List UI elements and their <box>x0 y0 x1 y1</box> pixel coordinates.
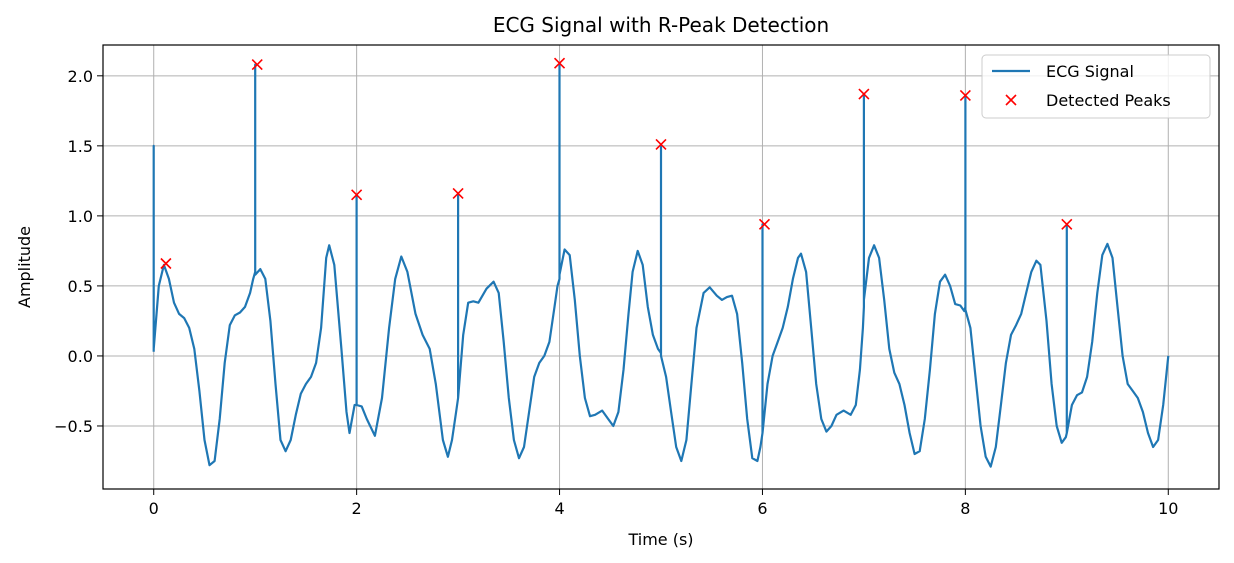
chart-title: ECG Signal with R-Peak Detection <box>493 13 829 37</box>
legend-box <box>981 54 1211 119</box>
x-tick-label: 2 <box>352 499 362 518</box>
peak-marker <box>553 57 566 69</box>
legend: ECG Signal Detected Peaks <box>981 54 1211 119</box>
legend-label-detected-peaks: Detected Peaks <box>1046 91 1171 110</box>
plot-frame <box>102 44 1220 490</box>
y-tick-label: 2.0 <box>68 67 93 86</box>
peak-marker <box>452 187 464 200</box>
peak-marker <box>251 59 263 71</box>
x-tick-label: 6 <box>757 499 767 518</box>
x-axis-title: Time (s) <box>627 530 693 549</box>
detected-peaks-series <box>160 57 1073 270</box>
peak-marker <box>959 89 971 101</box>
peak-marker <box>351 189 363 201</box>
y-axis-ticks: −0.5 0.0 0.5 1.0 1.5 2.0 <box>54 67 103 436</box>
legend-peak-marker <box>1005 94 1017 106</box>
y-tick-label: 1.5 <box>68 137 93 156</box>
peak-marker <box>160 257 172 270</box>
legend-label-ecg-signal: ECG Signal <box>1046 62 1134 81</box>
peak-marker <box>655 138 667 151</box>
ecg-signal-series <box>152 63 1170 468</box>
x-tick-label: 8 <box>960 499 970 518</box>
y-tick-label: −0.5 <box>54 417 93 436</box>
peak-marker <box>1061 218 1073 230</box>
peak-marker <box>858 88 870 100</box>
y-tick-label: 0.0 <box>68 347 93 366</box>
x-axis-ticks: 0 2 4 6 8 10 <box>149 489 1178 518</box>
x-tick-label: 4 <box>554 499 564 518</box>
ecg-signal-line <box>152 63 1170 468</box>
legend-peaks-swatch <box>1005 94 1017 106</box>
y-tick-label: 0.5 <box>68 277 93 296</box>
x-tick-label: 10 <box>1158 499 1178 518</box>
x-tick-label: 0 <box>149 499 159 518</box>
y-tick-label: 1.0 <box>68 207 93 226</box>
y-axis-title: Amplitude <box>15 226 34 308</box>
peak-marker <box>758 218 771 230</box>
